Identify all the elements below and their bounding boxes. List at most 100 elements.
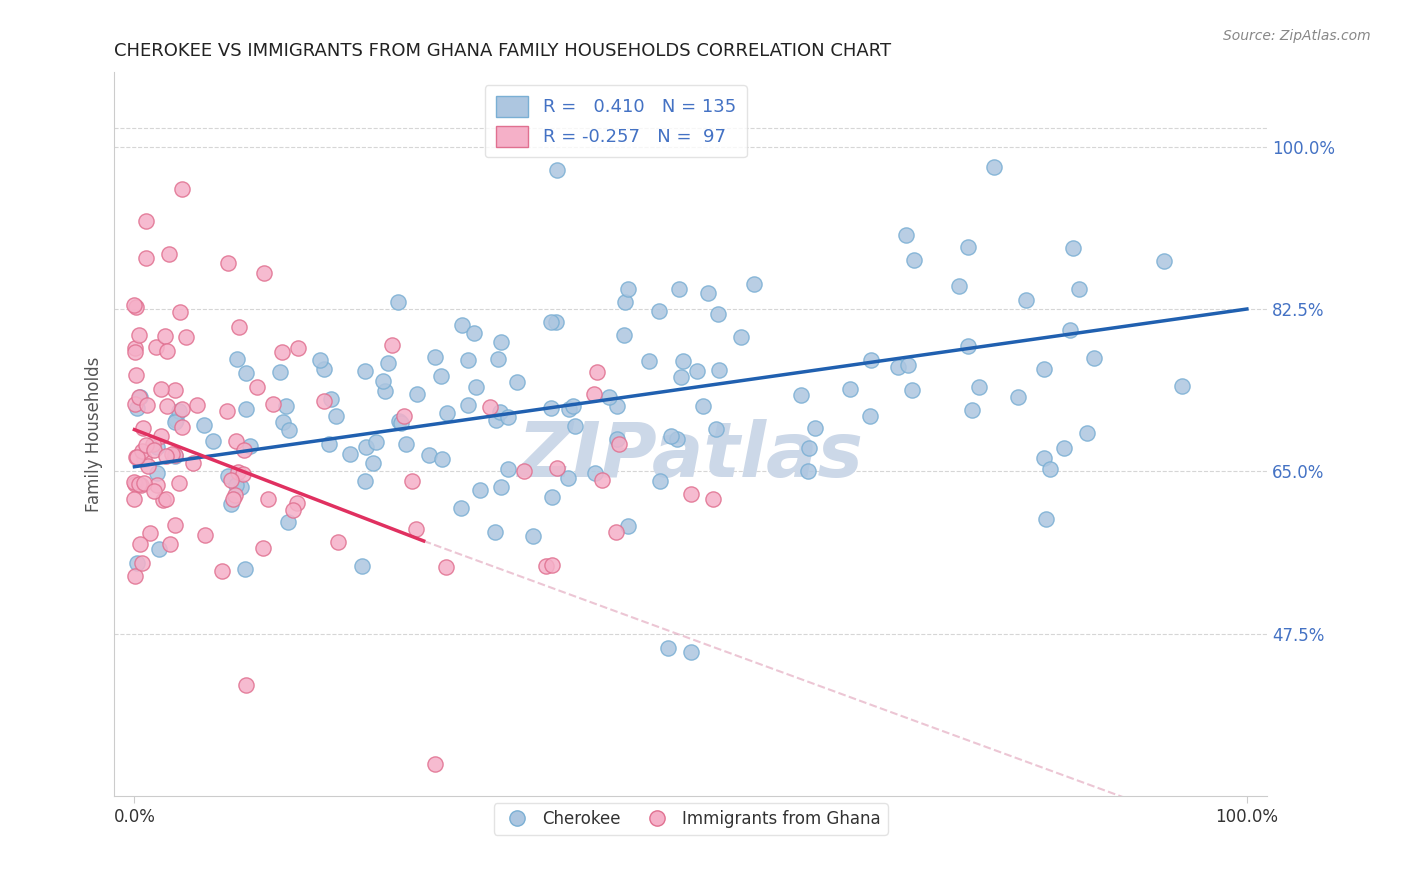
Point	[562, 399, 585, 413]
Point	[139, 525, 162, 540]
Point	[666, 432, 689, 446]
Point	[1007, 390, 1029, 404]
Point	[129, 390, 152, 404]
Point	[224, 488, 246, 502]
Y-axis label: Family Households: Family Households	[86, 357, 103, 512]
Point	[692, 399, 714, 413]
Point	[277, 515, 299, 529]
Point	[131, 556, 153, 570]
Point	[648, 304, 671, 318]
Legend: Cherokee, Immigrants from Ghana: Cherokee, Immigrants from Ghana	[494, 804, 887, 835]
Point	[193, 417, 215, 432]
Point	[262, 397, 284, 411]
Point	[377, 356, 399, 370]
Point	[269, 365, 291, 379]
Point	[163, 383, 186, 397]
Point	[125, 301, 148, 315]
Point	[485, 412, 508, 426]
Point	[125, 450, 148, 465]
Point	[479, 400, 502, 414]
Point	[903, 252, 925, 267]
Point	[605, 524, 627, 539]
Point	[1039, 462, 1062, 476]
Point	[558, 401, 581, 416]
Point	[128, 536, 150, 550]
Point	[174, 329, 197, 343]
Point	[546, 315, 568, 329]
Point	[564, 419, 586, 434]
Point	[496, 461, 519, 475]
Point	[486, 351, 509, 366]
Text: Source: ZipAtlas.com: Source: ZipAtlas.com	[1223, 29, 1371, 43]
Point	[617, 281, 640, 295]
Point	[163, 448, 186, 462]
Point	[271, 415, 294, 429]
Point	[463, 326, 485, 341]
Point	[591, 473, 613, 487]
Point	[395, 437, 418, 451]
Point	[354, 364, 377, 378]
Point	[679, 487, 702, 501]
Point	[152, 492, 174, 507]
Point	[484, 525, 506, 540]
Point	[165, 412, 187, 426]
Point	[1033, 362, 1056, 376]
Point	[423, 756, 446, 771]
Point	[285, 496, 308, 510]
Point	[150, 428, 173, 442]
Point	[1035, 512, 1057, 526]
Point	[235, 366, 257, 380]
Point	[598, 390, 620, 404]
Point	[309, 352, 332, 367]
Point	[217, 404, 239, 418]
Point	[541, 490, 564, 504]
Point	[226, 466, 249, 480]
Point	[541, 558, 564, 572]
Point	[219, 473, 242, 487]
Point	[211, 564, 233, 578]
Point	[142, 437, 165, 451]
Point	[257, 492, 280, 507]
Point	[648, 474, 671, 488]
Point	[457, 352, 479, 367]
Point	[156, 344, 179, 359]
Point	[328, 534, 350, 549]
Point	[354, 440, 377, 454]
Point	[325, 409, 347, 424]
Point	[366, 435, 388, 450]
Point	[127, 556, 149, 570]
Point	[956, 339, 979, 353]
Point	[228, 319, 250, 334]
Point	[838, 382, 860, 396]
Point	[156, 400, 179, 414]
Point	[744, 277, 766, 291]
Point	[672, 354, 695, 368]
Point	[169, 305, 191, 319]
Point	[135, 251, 157, 265]
Point	[148, 541, 170, 556]
Point	[790, 388, 813, 402]
Point	[465, 380, 488, 394]
Point	[1062, 242, 1084, 256]
Point	[983, 160, 1005, 174]
Point	[506, 375, 529, 389]
Point	[797, 442, 820, 456]
Point	[606, 432, 628, 446]
Point	[153, 329, 176, 343]
Point	[135, 214, 157, 228]
Point	[226, 351, 249, 366]
Point	[222, 491, 245, 506]
Point	[585, 365, 607, 379]
Point	[124, 569, 146, 583]
Point	[730, 329, 752, 343]
Point	[124, 397, 146, 411]
Point	[281, 502, 304, 516]
Point	[374, 384, 396, 398]
Point	[371, 374, 394, 388]
Point	[138, 459, 160, 474]
Point	[253, 266, 276, 280]
Point	[702, 492, 724, 507]
Point	[956, 240, 979, 254]
Point	[145, 440, 167, 454]
Point	[697, 286, 720, 301]
